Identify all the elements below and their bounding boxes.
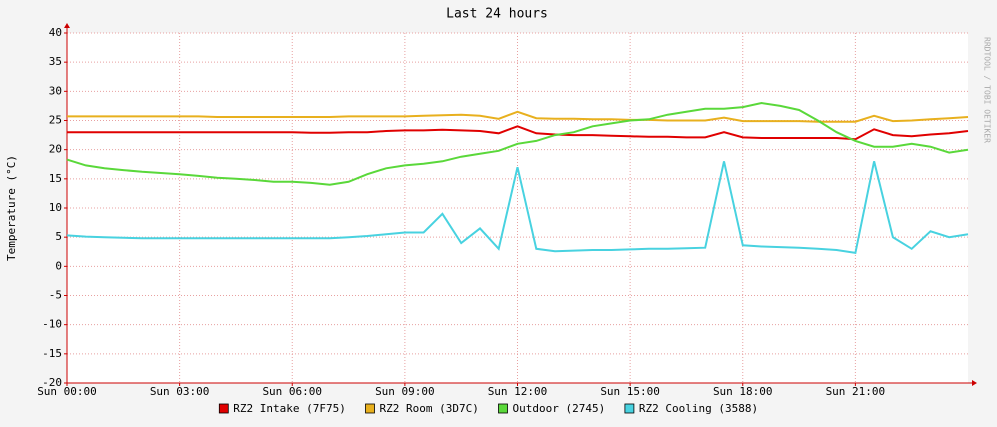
x-tick-label: Sun 15:00: [600, 385, 660, 398]
x-tick-label: Sun 06:00: [262, 385, 322, 398]
y-tick-label: 0: [55, 259, 62, 272]
series-line: [67, 110, 969, 123]
y-axis-label: Temperature (°C): [5, 155, 18, 261]
y-tick-label: 5: [55, 230, 62, 243]
y-tick-label: -10: [42, 318, 62, 331]
x-tick-label: Sun 03:00: [150, 385, 210, 398]
x-tick-label: Sun 18:00: [713, 385, 773, 398]
chart-title: Last 24 hours: [446, 7, 548, 22]
y-tick-label: 15: [49, 172, 62, 185]
y-tick-label: -5: [49, 289, 62, 302]
legend-label: RZ2 Room (3D7C): [380, 402, 479, 415]
legend-label: RZ2 Intake (7F75): [233, 402, 346, 415]
legend-swatch: [365, 403, 375, 414]
y-tick-label: 35: [49, 55, 62, 68]
legend-swatch: [624, 403, 635, 414]
watermark: RRDTOOL / TOBI OETIKER: [983, 37, 992, 143]
legend-swatch: [218, 403, 229, 414]
y-tick-label: -20: [42, 376, 62, 389]
y-tick-label: -15: [42, 347, 62, 360]
y-tick-label: 10: [49, 201, 62, 214]
legend-label: Outdoor (2745): [513, 402, 606, 415]
series-line: [67, 125, 969, 141]
y-tick-label: 30: [49, 84, 62, 97]
y-tick-label: 40: [49, 26, 62, 39]
series-line: [66, 101, 969, 186]
axis-arrow: [972, 380, 977, 386]
legend-label: RZ2 Cooling (3588): [639, 402, 758, 415]
x-tick-label: Sun 00:00: [37, 385, 97, 398]
y-tick-label: 25: [49, 114, 62, 127]
legend-swatch: [498, 403, 508, 414]
series-line: [66, 161, 969, 255]
x-tick-label: Sun 09:00: [375, 385, 435, 398]
x-tick-label: Sun 12:00: [488, 385, 548, 398]
axis-arrow: [64, 23, 70, 28]
x-tick-label: Sun 21:00: [826, 385, 886, 398]
y-tick-label: 20: [49, 143, 62, 156]
